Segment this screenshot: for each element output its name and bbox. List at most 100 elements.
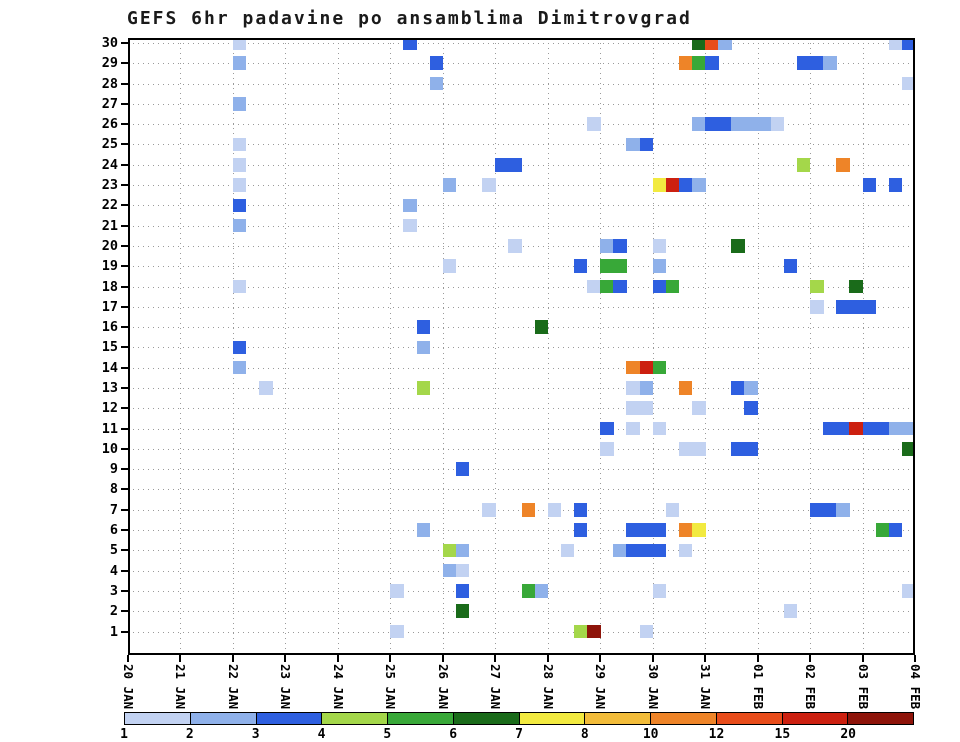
gridline-horizontal — [128, 631, 915, 633]
heatmap-cell — [508, 239, 522, 253]
heatmap-cell — [232, 97, 247, 111]
heatmap-cell — [232, 279, 247, 294]
x-tick-label: 20 JAN — [121, 664, 136, 710]
heatmap-cell — [429, 76, 444, 91]
x-tick-label: 25 JAN — [383, 664, 399, 710]
heatmap-cell — [232, 56, 247, 71]
gridline-horizontal — [128, 570, 915, 572]
gridline-vertical — [652, 38, 654, 655]
y-tick-label: 28 — [101, 75, 118, 92]
y-tick-label: 23 — [101, 177, 118, 194]
heatmap-cell — [232, 38, 247, 50]
y-tick-label: 22 — [101, 197, 118, 214]
y-tick-label: 11 — [101, 420, 118, 437]
heatmap-cell — [731, 239, 745, 253]
heatmap-cell — [652, 259, 667, 274]
y-tick-label: 13 — [101, 379, 118, 396]
heatmap-cell — [232, 340, 247, 355]
y-tick — [121, 447, 128, 450]
heatmap-cell — [875, 421, 890, 436]
heatmap-cell — [692, 117, 706, 131]
colorbar-label: 15 — [774, 727, 791, 742]
colorbar-label: 7 — [515, 727, 523, 742]
y-tick — [121, 123, 128, 126]
heatmap-cell — [652, 239, 667, 253]
y-tick — [121, 102, 128, 105]
heatmap-cell — [862, 178, 877, 192]
heatmap-cell — [678, 56, 693, 71]
y-tick-label: 21 — [101, 217, 118, 234]
colorbar — [124, 712, 914, 725]
heatmap-cell — [810, 279, 824, 294]
x-tick — [914, 655, 916, 662]
plot-area — [128, 38, 915, 655]
y-tick-label: 29 — [101, 55, 118, 72]
heatmap-cell — [652, 523, 667, 537]
gridline-horizontal — [128, 306, 915, 308]
heatmap-cell — [259, 381, 273, 395]
heatmap-cell — [888, 178, 903, 192]
colorbar-segment — [322, 713, 388, 724]
heatmap-cell — [455, 543, 470, 558]
heatmap-cell — [613, 239, 627, 253]
gridline-horizontal — [128, 489, 915, 491]
colorbar-segment — [585, 713, 651, 724]
heatmap-cell — [836, 300, 850, 314]
heatmap-cell — [796, 157, 811, 172]
gridline-horizontal — [128, 550, 915, 552]
x-tick-label: 26 JAN — [435, 664, 451, 710]
colorbar-label: 8 — [580, 727, 589, 742]
heatmap-cell — [573, 624, 588, 639]
colorbar-label: 5 — [383, 727, 392, 742]
heatmap-cell — [390, 584, 404, 598]
heatmap-cell — [744, 442, 758, 456]
heatmap-cell — [521, 502, 536, 517]
colorbar-segment — [190, 713, 257, 724]
gridline-vertical — [705, 38, 707, 655]
x-tick-label: 30 JAN — [645, 664, 661, 710]
colorbar-label: 20 — [840, 727, 856, 742]
heatmap-cell — [639, 624, 654, 639]
heatmap-cell — [836, 502, 850, 517]
heatmap-cell — [416, 320, 431, 334]
x-tick — [336, 655, 339, 662]
y-tick — [121, 468, 128, 471]
y-tick — [121, 163, 128, 166]
gridline-horizontal — [128, 428, 915, 430]
heatmap-cell — [600, 421, 614, 436]
y-tick-label: 5 — [109, 542, 118, 559]
y-tick-label: 18 — [101, 278, 118, 295]
colorbar-segment — [256, 713, 323, 724]
colorbar-segment — [388, 713, 454, 724]
heatmap-cell — [390, 624, 404, 639]
y-tick — [121, 346, 128, 349]
y-tick-label: 8 — [109, 481, 118, 498]
heatmap-cell — [783, 259, 798, 274]
x-tick — [389, 655, 392, 662]
colorbar-segment — [782, 713, 849, 724]
heatmap-cell — [901, 76, 915, 91]
y-tick — [121, 285, 128, 288]
heatmap-cell — [823, 56, 837, 71]
y-tick-label: 26 — [101, 116, 118, 133]
x-tick — [809, 655, 812, 662]
y-tick-label: 25 — [101, 136, 118, 153]
gridline-horizontal — [128, 367, 915, 369]
x-tick — [861, 655, 864, 662]
heatmap-cell — [639, 543, 654, 558]
heatmap-cell — [849, 421, 863, 436]
heatmap-cell — [442, 178, 457, 192]
heatmap-cell — [744, 401, 758, 416]
heatmap-cell — [888, 523, 903, 537]
colorbar-segment — [651, 713, 717, 724]
colorbar-label: 3 — [251, 727, 260, 742]
heatmap-cell — [770, 117, 785, 131]
heatmap-cell — [823, 421, 837, 436]
heatmap-cell — [652, 178, 667, 192]
heatmap-cell — [639, 360, 654, 375]
y-tick-label: 20 — [101, 237, 118, 254]
gridline-vertical — [285, 38, 287, 655]
heatmap-cell — [652, 543, 667, 558]
x-tick-label: 31 JAN — [698, 664, 714, 710]
